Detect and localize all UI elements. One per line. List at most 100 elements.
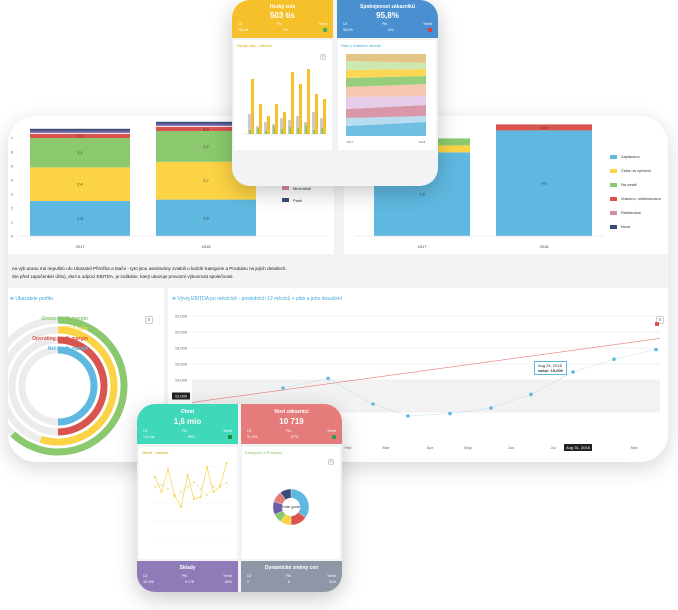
y-tick-label: 7 [11, 136, 14, 141]
bar-segment-top [30, 130, 130, 133]
ebitda-title: ⎈ Vývoj EBITDA po měsících - posledních … [172, 296, 342, 302]
kpi-label: Cíl [247, 574, 252, 578]
y-tick-label: 18,000 [175, 346, 188, 351]
kpi-label: Trend [222, 574, 232, 578]
kpi-title: Obrat [180, 409, 195, 415]
kpi-value: 1,6 mio [173, 417, 202, 426]
data-point [173, 496, 176, 498]
data-point [206, 494, 208, 496]
kpi-value: 95,8% [376, 11, 399, 20]
radial-label: Net profit margin [47, 346, 88, 352]
x-tick-label: 2017 [76, 244, 86, 249]
bar [259, 104, 262, 134]
segment-label: 2.4 [77, 182, 83, 187]
chart-menu-button[interactable]: ≡ [145, 316, 153, 324]
series-line [154, 481, 227, 498]
y-tick-label: 16,000 [175, 362, 188, 367]
donut-svg [272, 488, 310, 526]
area-band [346, 54, 426, 63]
kpi-fulfillment: 0% [283, 28, 289, 32]
y-tick-label: 12,000 [175, 394, 188, 399]
status-area-svg: 2017 2018 [346, 54, 426, 144]
kpi-customer-satisfaction: Spokojenost zákazníků 95,8% Cíl Pln. Tre… [337, 0, 438, 38]
kpi-dynamic-price-changes: Dynamické změny cen Cíl Pln. Trend 2 8 2… [241, 561, 342, 592]
trend-indicator-icon [427, 28, 432, 32]
area-band [346, 84, 426, 97]
chart-title: Obrat - měsíce [142, 450, 169, 455]
bottom-dashboard-card: Obrat 1,6 mio Cíl Pln. Trend 1,6 mio 99%… [137, 404, 342, 592]
data-point [206, 466, 208, 468]
x-tick-label: Sep [630, 445, 638, 450]
kpi-label: Cíl [238, 22, 243, 26]
legend-item[interactable]: Zaplaceno [610, 154, 640, 159]
legend-label: Minimálně [293, 186, 312, 191]
description-line-2: Sie před započenkér úhlo), dsnl a odpoci… [12, 274, 234, 279]
kpi-title: Hrubý zisk [269, 4, 296, 10]
bar [280, 118, 283, 134]
x-tick-label: Jun [508, 445, 514, 450]
chart-title: Stav v reálném období [341, 43, 382, 48]
legend-item[interactable]: Čeká na vyřízení [610, 168, 651, 173]
kpi-label: Cíl [343, 22, 348, 26]
legend-item[interactable]: Na cestě [610, 182, 637, 187]
ebitda-menu-button[interactable]: ≡ [656, 316, 664, 324]
ebitda-tooltip: Aug 31, 2018 value: 15,000 [534, 361, 567, 375]
area-band [346, 116, 426, 126]
legend-swatch [610, 196, 617, 201]
y-tick-label: 0 [11, 234, 14, 239]
kpi-value: 60% [224, 580, 232, 584]
data-point [281, 386, 285, 390]
segment-label: 0.6 [541, 125, 547, 130]
kpi-title: Noví zákazníci [274, 409, 309, 415]
legend-swatch [610, 182, 617, 187]
data-point [529, 392, 533, 397]
x-tick-highlight-bg [564, 444, 592, 451]
y-tick-label: 20,000 [175, 330, 188, 335]
segment-label: 2.2 [203, 144, 209, 149]
bar [289, 127, 291, 134]
data-point [167, 468, 169, 470]
turnover-line-svg [151, 462, 231, 540]
kpi-label: Cíl [143, 429, 148, 433]
kpi-value: 503 tis [270, 11, 295, 20]
x-tick-label: 2018 [202, 244, 212, 249]
data-point [219, 486, 221, 488]
bar [248, 114, 251, 134]
bar-segment [156, 199, 256, 236]
legend-item[interactable]: Reklamace [610, 210, 641, 215]
data-point [225, 462, 228, 464]
kpi-goal: 1,6 mio [143, 435, 155, 439]
x-tick-label: Mar [383, 445, 391, 450]
donut-center-label: Kate gorie [281, 504, 301, 509]
radial-label: Gross profit margin [41, 316, 88, 322]
kpi-label: Pln. [277, 22, 284, 26]
kpi-title: Sklady [179, 565, 196, 571]
kpi-goal: 160 tis [238, 28, 249, 32]
legend-item[interactable]: Vráceno, reklamováno [610, 196, 661, 201]
data-point [199, 496, 202, 498]
data-point [489, 406, 493, 410]
trend-indicator-icon [228, 435, 232, 439]
data-point [371, 402, 375, 406]
chart-menu-button[interactable]: ≡ [328, 459, 334, 465]
kpi-labels: Cíl Pln. Trend [143, 429, 232, 433]
chart-menu-button[interactable]: ≡ [320, 54, 326, 60]
chart-title: Hrubý zisk - měsíce [237, 43, 273, 48]
trend-line [191, 338, 661, 403]
segment-label: 0.3 [77, 133, 83, 138]
kpi-fulfillment: -4% [387, 28, 394, 32]
data-point [167, 488, 169, 490]
gross-profit-months-chart: Hrubý zisk - měsíce ≡ [234, 40, 332, 150]
kpi-label: Pln. [182, 429, 189, 433]
bar [283, 112, 286, 134]
ebitda-title-text: Vývoj EBITDA po měsících - posledních 12… [177, 296, 343, 302]
legend-item[interactable]: Nové [610, 224, 630, 229]
x-tick-label: 2017 [347, 140, 354, 144]
area-band [346, 96, 426, 109]
kpi-label: Cíl [143, 574, 148, 578]
status-area-chart: Stav v reálném období 2017 2018 [338, 40, 436, 150]
kpi-labels: Cíl Pln. Trend [238, 22, 327, 26]
kpi-title: Spokojenost zákazníků [359, 4, 415, 10]
kpi-values: 160 tis 0% [238, 28, 327, 32]
data-point [173, 494, 176, 496]
